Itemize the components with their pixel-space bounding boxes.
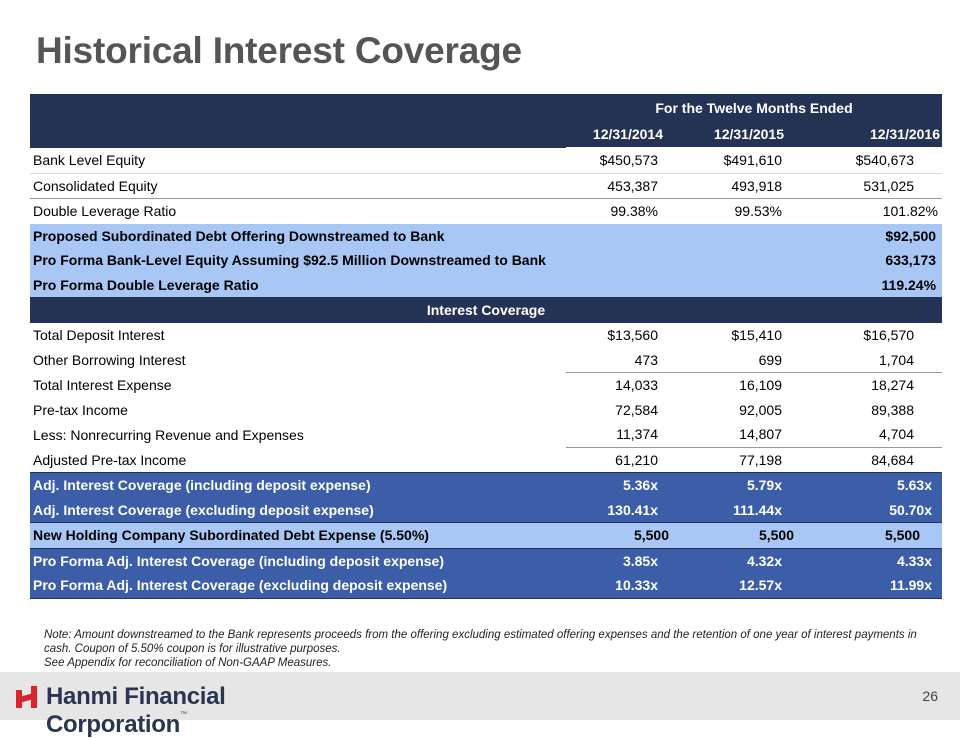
cell-2015: 4.32x xyxy=(691,548,816,573)
table-row: Other Borrowing Interest 473 699 1,704 xyxy=(30,347,943,373)
cell-2016: 119.24% xyxy=(816,272,943,297)
cell-2015: 77,198 xyxy=(691,446,816,473)
cell-2015: 111.44x xyxy=(691,497,816,523)
table-row: Total Deposit Interest $13,560 $15,410 $… xyxy=(30,323,943,348)
cell-2014: 130.41x xyxy=(566,497,691,523)
interest-coverage-table: For the Twelve Months Ended 12/31/2014 1… xyxy=(30,94,943,599)
cell-2015: $15,410 xyxy=(691,323,816,348)
cell-2016: 633,173 xyxy=(816,248,943,273)
row-label: Consolidated Equity xyxy=(30,172,566,199)
cell-2016: 84,684 xyxy=(816,446,943,473)
row-label: Total Interest Expense xyxy=(30,372,566,398)
table-row: Total Interest Expense 14,033 16,109 18,… xyxy=(30,372,943,398)
table-row-highlight: Adj. Interest Coverage (excluding deposi… xyxy=(30,497,943,523)
cell-2014: $13,560 xyxy=(566,323,691,348)
cell-2016: 89,388 xyxy=(816,397,943,422)
cell-2015: $491,610 xyxy=(691,147,816,173)
cell-2014: 3.85x xyxy=(566,548,691,573)
footnote-appendix: See Appendix for reconciliation of Non-G… xyxy=(44,657,332,669)
row-label: Pro Forma Adj. Interest Coverage (exclud… xyxy=(30,573,566,598)
column-header-2016: 12/31/2016 xyxy=(816,121,943,148)
header-group-label: For the Twelve Months Ended xyxy=(566,94,943,121)
cell-2015: 14,807 xyxy=(691,422,816,447)
table-row-highlight: Pro Forma Adj. Interest Coverage (exclud… xyxy=(30,573,943,598)
table-row: Adjusted Pre-tax Income 61,210 77,198 84… xyxy=(30,446,943,473)
row-label: Less: Nonrecurring Revenue and Expenses xyxy=(30,422,566,447)
row-label: New Holding Company Subordinated Debt Ex… xyxy=(30,522,566,548)
cell-2016: $92,500 xyxy=(816,223,943,248)
cell-2014: $450,573 xyxy=(566,147,691,173)
cell-2016: 50.70x xyxy=(816,497,943,523)
row-label: Adj. Interest Coverage (including deposi… xyxy=(30,472,566,498)
cell-2016: 4,704 xyxy=(816,422,943,447)
row-label: Other Borrowing Interest xyxy=(30,347,566,373)
footnote: Note: Amount downstreamed to the Bank re… xyxy=(44,628,924,670)
cell-2014: 11,374 xyxy=(566,422,691,447)
cell-2016: 5,500 xyxy=(816,522,943,548)
footnote-disclaimer: Note: Amount downstreamed to the Bank re… xyxy=(44,629,917,655)
table-header-group-row: For the Twelve Months Ended xyxy=(30,94,943,121)
cell-2015: 5.79x xyxy=(691,472,816,498)
table-header-columns-row: 12/31/2014 12/31/2015 12/31/2016 xyxy=(30,121,943,148)
table-row-highlight: Proposed Subordinated Debt Offering Down… xyxy=(30,223,943,248)
cell-2016: $540,673 xyxy=(816,147,943,173)
row-label: Bank Level Equity xyxy=(30,147,566,173)
table-row-highlight: New Holding Company Subordinated Debt Ex… xyxy=(30,522,943,548)
cell-2014: 72,584 xyxy=(566,397,691,422)
column-header-2014: 12/31/2014 xyxy=(566,121,691,148)
row-label: Adjusted Pre-tax Income xyxy=(30,447,566,473)
table-row-highlight: Pro Forma Adj. Interest Coverage (includ… xyxy=(30,548,943,573)
footer-bar xyxy=(0,672,960,720)
company-name: Hanmi Financial Corporation™ xyxy=(46,683,226,738)
cell-2014: 61,210 xyxy=(566,446,691,473)
row-label: Pro Forma Double Leverage Ratio xyxy=(30,272,566,297)
cell-2016: $16,570 xyxy=(816,323,943,348)
cell-2016: 101.82% xyxy=(816,198,943,224)
cell-2015: 16,109 xyxy=(691,372,816,398)
table-row: Bank Level Equity $450,573 $491,610 $540… xyxy=(30,147,943,173)
section-header-row: Interest Coverage xyxy=(30,297,943,323)
table-row: Consolidated Equity 453,387 493,918 531,… xyxy=(30,172,943,199)
cell-2014: 5.36x xyxy=(566,472,691,498)
section-header-interest-coverage: Interest Coverage xyxy=(30,297,943,323)
cell-2015: 5,500 xyxy=(691,522,816,548)
cell-2015: 92,005 xyxy=(691,397,816,422)
table-row: Double Leverage Ratio 99.38% 99.53% 101.… xyxy=(30,198,943,224)
row-label: Pro Forma Bank-Level Equity Assuming $92… xyxy=(30,248,566,273)
row-label: Adj. Interest Coverage (excluding deposi… xyxy=(30,497,566,523)
table-row-highlight: Adj. Interest Coverage (including deposi… xyxy=(30,472,943,498)
row-label: Double Leverage Ratio xyxy=(30,198,566,224)
row-label: Total Deposit Interest xyxy=(30,323,566,348)
cell-2014: 5,500 xyxy=(566,522,691,548)
cell-2016: 18,274 xyxy=(816,372,943,398)
trademark-mark: ™ xyxy=(180,711,187,718)
cell-2015: 12.57x xyxy=(691,573,816,598)
cell-2015: 99.53% xyxy=(691,198,816,224)
cell-2016: 4.33x xyxy=(816,548,943,573)
cell-2015: 493,918 xyxy=(691,172,816,199)
cell-2016: 531,025 xyxy=(816,172,943,199)
table-row: Less: Nonrecurring Revenue and Expenses … xyxy=(30,422,943,447)
cell-2015: 699 xyxy=(691,347,816,373)
cell-2014: 473 xyxy=(566,347,691,373)
hanmi-logo-icon xyxy=(16,686,37,708)
table-row: Pre-tax Income 72,584 92,005 89,388 xyxy=(30,397,943,422)
cell-2016: 11.99x xyxy=(816,573,943,598)
row-label: Pre-tax Income xyxy=(30,397,566,422)
company-logo: Hanmi Financial Corporation™ xyxy=(10,680,340,738)
column-header-2015: 12/31/2015 xyxy=(691,121,816,148)
table-row-highlight: Pro Forma Bank-Level Equity Assuming $92… xyxy=(30,248,943,273)
page-number: 26 xyxy=(922,688,938,704)
cell-2014: 453,387 xyxy=(566,172,691,199)
cell-2016: 5.63x xyxy=(816,472,943,498)
cell-2014: 10.33x xyxy=(566,573,691,598)
row-label: Proposed Subordinated Debt Offering Down… xyxy=(30,223,566,248)
cell-2014: 99.38% xyxy=(566,198,691,224)
cell-2016: 1,704 xyxy=(816,347,943,373)
table-row-highlight: Pro Forma Double Leverage Ratio 119.24% xyxy=(30,272,943,297)
page-title: Historical Interest Coverage xyxy=(36,30,522,71)
row-label: Pro Forma Adj. Interest Coverage (includ… xyxy=(30,548,566,573)
cell-2014: 14,033 xyxy=(566,372,691,398)
